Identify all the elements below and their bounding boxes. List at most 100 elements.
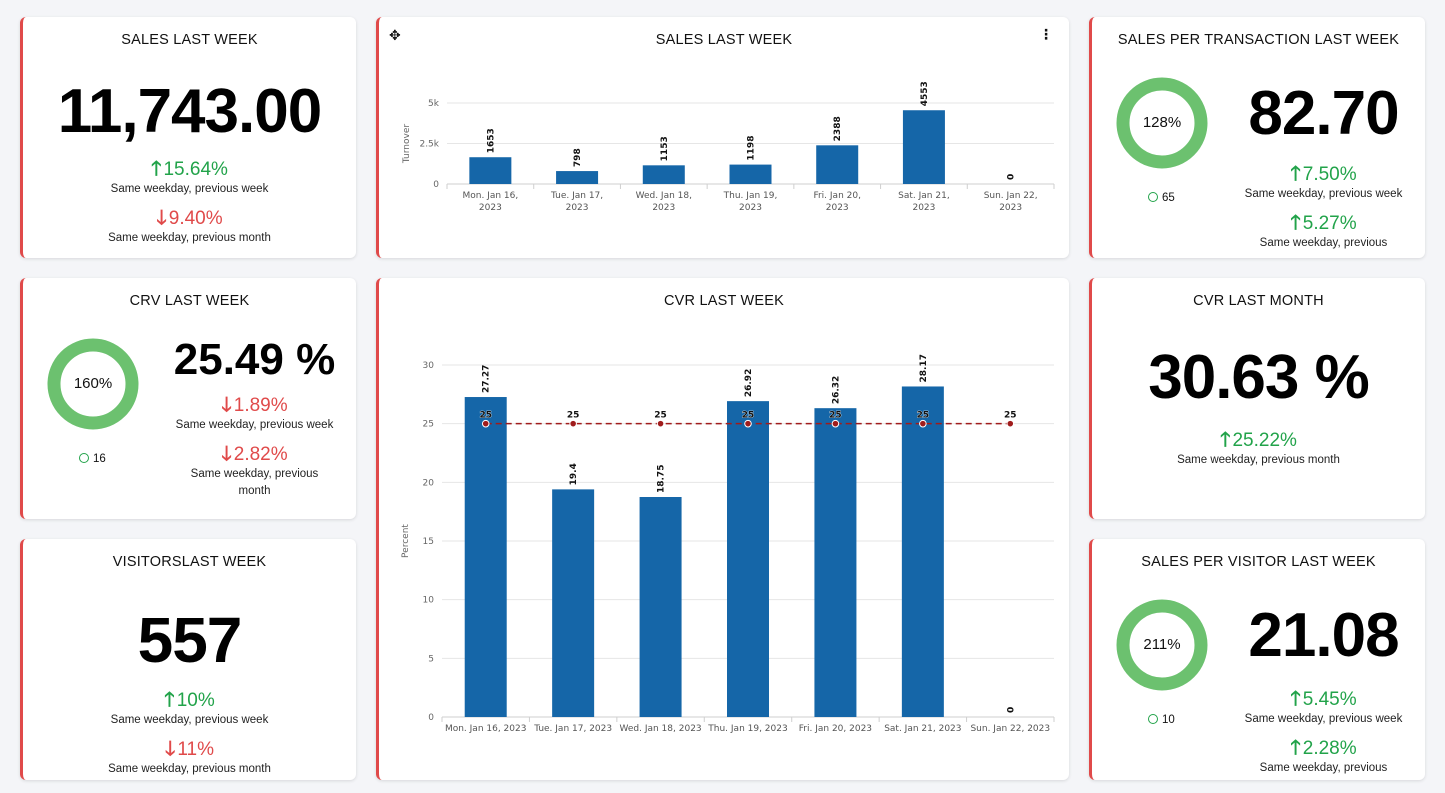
arrow-up-icon: 🡑 [1290,212,1301,234]
x-tick-label: Mon. Jan 16, 2023 [445,724,527,734]
y-tick-label: 10 [423,596,435,606]
data-label: 1198 [747,136,757,161]
target-point [569,419,577,428]
kpi-value: 30.63 % [1148,343,1370,412]
arrow-up-icon: 🡑 [1220,429,1231,451]
target-label: 25 [742,411,755,421]
delta-label: Same weekday, previous month [1177,454,1340,466]
target-point [919,419,927,428]
x-tick-label: 2023 [739,203,762,213]
arrow-up-icon: 🡑 [1290,163,1301,185]
delta-label: Same weekday, previous week [1244,188,1403,200]
x-tick-label: Wed. Jan 18, [636,191,692,201]
data-label: 19.4 [569,463,579,485]
card-title: CVR LAST WEEK [664,293,784,309]
x-tick-label: Mon. Jan 16, [462,191,518,201]
card-title: SALES LAST WEEK [121,32,258,48]
target-label: 25 [917,411,930,421]
bar [469,157,512,184]
ring-label: 128% [1142,114,1182,131]
delta-value: 25.22% [1232,430,1297,451]
delta-week: 🡑 15.64% [23,159,356,179]
data-label: 2388 [833,116,843,141]
target-label: 25 [479,411,492,421]
delta-week: 🡑 10% [23,690,356,710]
delta-value: 5.45% [1302,689,1357,710]
delta-label: Same weekday, previous week [175,419,334,431]
x-tick-label: 2023 [826,203,849,213]
data-label: 1153 [660,136,670,161]
delta-month: 🡑 2.28% [1222,738,1425,758]
target-label: 25 [1004,411,1017,421]
arrow-up-icon: 🡑 [164,689,175,711]
x-tick-label: Sat. Jan 21, [898,191,950,201]
y-tick-label: 20 [423,478,435,488]
kpi-value: 557 [137,604,243,676]
ring-label: 211% [1143,636,1181,653]
kpi-value: 82.70 [1248,79,1399,148]
bar [727,401,769,717]
delta-label: Same weekday, previous month [108,763,271,775]
y-tick-label: 2.5k [419,140,439,150]
delta-value: 7.50% [1302,164,1357,185]
card-title: SALES PER TRANSACTION LAST WEEK [1117,32,1400,48]
ring-count: 65 [1148,192,1175,204]
y-tick-label: 0 [433,180,439,190]
ring-count: 10 [1148,714,1175,726]
y-tick-label: 25 [423,420,434,430]
delta-label: Same weekday, previous week [110,714,269,726]
target-point [656,419,665,428]
x-tick-label: 2023 [566,203,589,213]
delta-value: 9.40% [168,208,223,229]
target-point [744,419,752,428]
circle-icon [1148,714,1158,724]
x-tick-label: Thu. Jan 19, 2023 [707,724,787,734]
x-tick-label: Wed. Jan 18, 2023 [619,724,701,734]
delta-label: Same weekday, previous [1259,237,1388,249]
target-point [1006,419,1015,428]
arrow-up-icon: 🡑 [151,158,162,180]
bar [552,489,595,717]
bar [642,165,685,184]
y-tick-label: 30 [423,361,435,371]
target-label: 25 [567,411,580,421]
more-menu-icon[interactable]: ⋮ [1039,26,1053,42]
y-tick-label: 5k [428,99,440,109]
move-icon[interactable]: ✥ [389,27,401,43]
data-label: 28.17 [919,354,929,382]
arrow-up-icon: 🡑 [1290,737,1301,759]
arrow-up-icon: 🡑 [1290,688,1301,710]
delta-label: Same weekday, previous week [1244,713,1403,725]
percent-ring: 160% [47,338,139,430]
data-label: 26.92 [744,369,754,397]
percent-ring: 211% [1116,599,1208,691]
delta-value: 2.28% [1302,738,1357,759]
kpi-value: 25.49 % [173,335,336,384]
data-label: 18.75 [657,465,667,493]
x-tick-label: Fri. Jan 20, 2023 [799,724,872,734]
y-tick-label: 0 [428,713,434,723]
delta-value: 5.27% [1302,213,1357,234]
x-tick-label: Tue. Jan 17, [550,191,603,201]
x-tick-label: 2023 [652,203,675,213]
bar [729,164,772,184]
count-value: 10 [1162,714,1175,726]
delta-value: 1.89% [233,395,288,416]
ring-label: 160% [73,375,113,392]
x-tick-label: Tue. Jan 17, 2023 [533,724,612,734]
delta-label: Same weekday, previous [190,468,319,480]
target-point [481,419,490,428]
bar [814,408,857,717]
bar [464,397,507,717]
card-title: VISITORSLAST WEEK [112,554,267,570]
sales-bar-chart: 0 2.5k 5k Turnover 1653 Mon. Jan 16, 2023 798 Tu… [402,81,1055,213]
card-title: SALES LAST WEEK [655,32,793,48]
bar [902,110,945,184]
count-value: 65 [1162,192,1175,204]
delta-label: Same weekday, previous [1259,762,1388,774]
x-tick-label: Thu. Jan 19, [723,191,778,201]
arrow-down-icon: 🡓 [221,443,232,465]
delta-label: month [238,485,271,497]
bar [556,171,599,184]
delta-value: 2.82% [233,444,288,465]
